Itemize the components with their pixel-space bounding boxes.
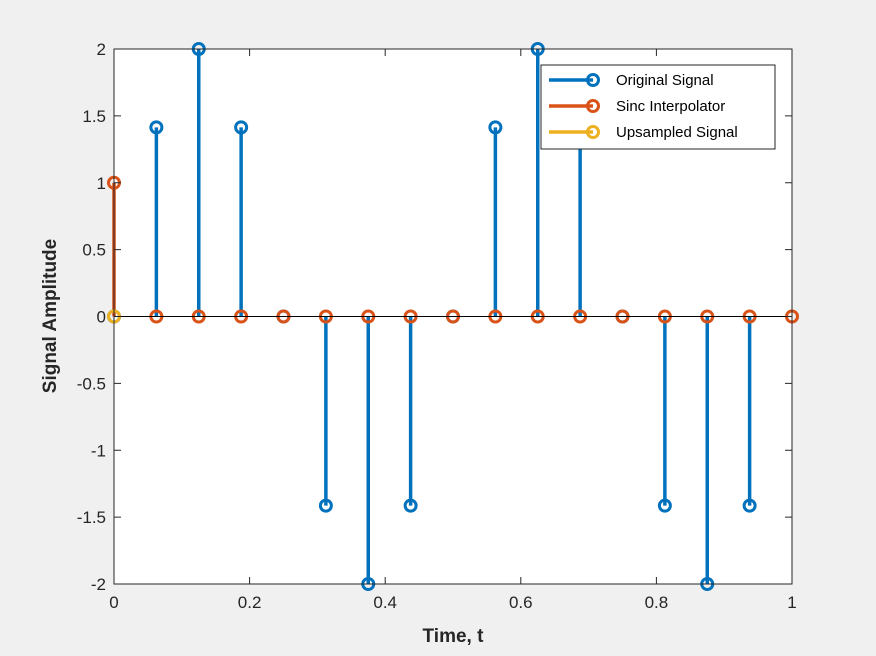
stem-marker-s0-3 [234, 120, 249, 135]
legend: Original Signal Sinc Interpolator Upsample… [540, 64, 776, 150]
x-tick-label: 0.2 [238, 593, 262, 612]
stems-layer [107, 42, 799, 591]
legend-label-0: Original Signal [616, 72, 714, 89]
y-tick-label: 1 [97, 174, 106, 193]
x-tick-label: 1 [787, 593, 796, 612]
y-tick-label: -2 [91, 575, 106, 594]
stem-marker-s0-5 [318, 498, 333, 513]
stem-marker-s0-9 [488, 120, 503, 135]
legend-marker-2 [586, 125, 600, 139]
x-axis-label: Time, t [423, 626, 485, 647]
x-tick-label: 0.8 [645, 593, 669, 612]
legend-marker-0 [586, 73, 600, 87]
legend-marker-1 [586, 99, 600, 113]
y-tick-label: -1 [91, 441, 106, 460]
y-tick-label: 0.5 [82, 241, 106, 260]
legend-label-2: Upsampled Signal [616, 124, 738, 141]
x-tick-label: 0.6 [509, 593, 533, 612]
stem-marker-s0-7 [403, 498, 418, 513]
y-tick-label: 2 [97, 40, 106, 59]
stem-marker-s0-1 [149, 120, 164, 135]
ticks-layer: 0 0.2 0.4 0.6 0.8 1 -2 -1.5 -1 -0.5 0 0.5 1 1.5 2 [77, 40, 797, 612]
stem-marker-s0-15 [742, 498, 757, 513]
stem-marker-s0-13 [657, 498, 672, 513]
y-tick-label: 1.5 [82, 107, 106, 126]
x-tick-label: 0 [109, 593, 118, 612]
legend-label-1: Sinc Interpolator [616, 98, 725, 115]
y-axis-label: Signal Amplitude [40, 239, 61, 393]
y-tick-label: 0 [97, 308, 106, 327]
y-tick-label: -1.5 [77, 508, 106, 527]
x-tick-label: 0.4 [373, 593, 397, 612]
y-tick-label: -0.5 [77, 374, 106, 393]
